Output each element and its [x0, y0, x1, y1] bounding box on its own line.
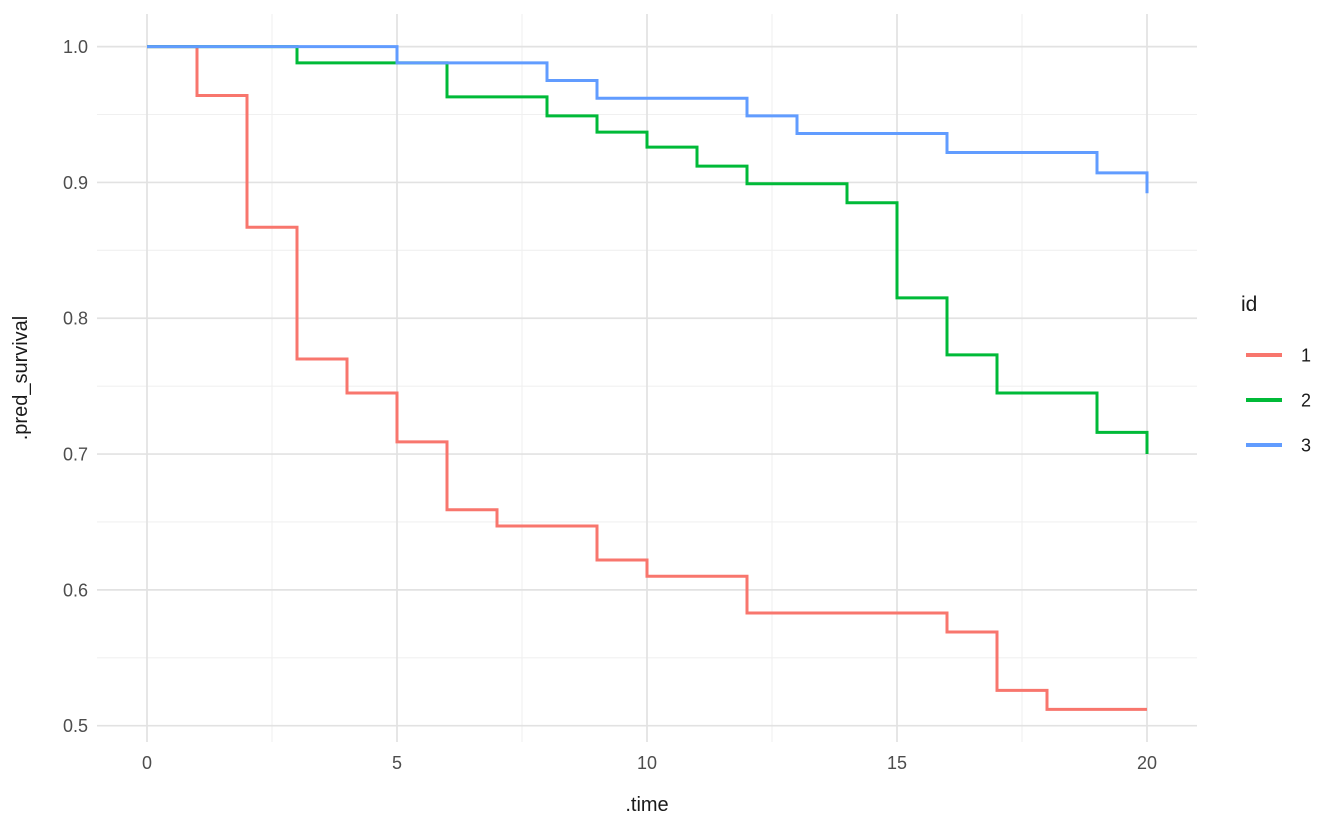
legend-label-1: 1: [1301, 346, 1311, 366]
x-tick-label-0: 0: [142, 753, 152, 773]
legend-title: id: [1241, 293, 1257, 316]
legend-item-3: 3: [1246, 436, 1311, 456]
legend-item-2: 2: [1246, 391, 1311, 411]
series-line-id-1: [147, 45, 1147, 711]
x-tick-label-20: 20: [1137, 753, 1157, 773]
y-tick-label-0.5: 0.5: [63, 716, 88, 736]
y-axis-tick-labels: 0.5 0.6 0.7 0.8 0.9 1.0: [63, 37, 88, 736]
legend-items: 1 2 3: [1246, 346, 1311, 456]
legend-label-2: 2: [1301, 391, 1311, 411]
series-lines: [147, 45, 1149, 711]
x-tick-label-5: 5: [392, 753, 402, 773]
x-axis-tick-labels: 0 5 10 15 20: [142, 753, 1157, 773]
legend-item-1: 1: [1246, 346, 1311, 366]
x-tick-label-10: 10: [637, 753, 657, 773]
y-axis-title: .pred_survival: [10, 316, 32, 441]
series-line-id-2: [147, 45, 1149, 455]
legend: id 1 2 3: [1241, 293, 1311, 456]
series-line-id-3: [147, 45, 1149, 194]
legend-label-3: 3: [1301, 436, 1311, 456]
y-tick-label-0.7: 0.7: [63, 445, 88, 465]
y-tick-label-0.6: 0.6: [63, 580, 88, 600]
x-tick-label-15: 15: [887, 753, 907, 773]
y-tick-label-0.9: 0.9: [63, 173, 88, 193]
x-axis-title: .time: [625, 794, 668, 816]
y-tick-label-1.0: 1.0: [63, 37, 88, 57]
gridlines-major: [97, 14, 1197, 742]
y-tick-label-0.8: 0.8: [63, 309, 88, 329]
